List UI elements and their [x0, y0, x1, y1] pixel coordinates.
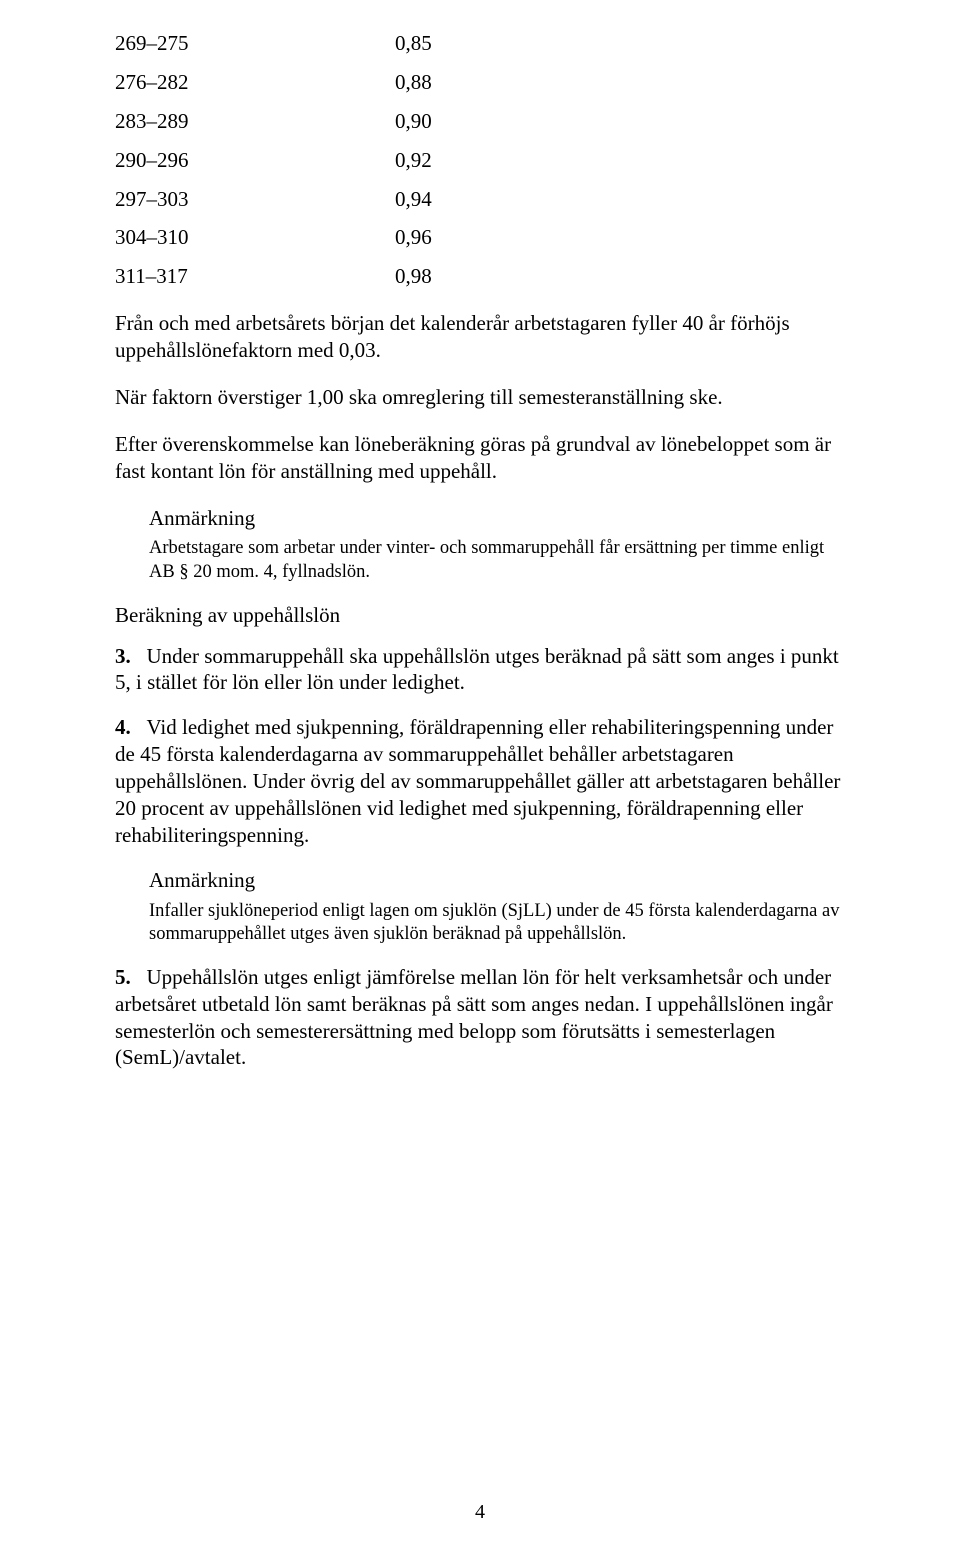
note-heading: Anmärkning	[149, 505, 845, 532]
range-cell: 290–296	[115, 147, 395, 174]
range-cell: 304–310	[115, 224, 395, 251]
table-row: 297–3030,94	[115, 186, 845, 213]
paragraph: När faktorn överstiger 1,00 ska omregler…	[115, 384, 845, 411]
note-body: Arbetstagare som arbetar under vinter- o…	[149, 537, 845, 583]
document-page: 269–2750,85276–2820,88283–2890,90290–296…	[0, 0, 960, 1548]
table-row: 283–2890,90	[115, 108, 845, 135]
item-number: 3.	[115, 644, 131, 668]
factor-table: 269–2750,85276–2820,88283–2890,90290–296…	[115, 30, 845, 290]
paragraph: Efter överenskommelse kan löneberäkning …	[115, 431, 845, 485]
item-text: Under sommaruppehåll ska uppehållslön ut…	[115, 644, 839, 695]
value-cell: 0,94	[395, 186, 595, 213]
value-cell: 0,98	[395, 263, 595, 290]
table-row: 311–3170,98	[115, 263, 845, 290]
range-cell: 311–317	[115, 263, 395, 290]
value-cell: 0,85	[395, 30, 595, 57]
range-cell: 283–289	[115, 108, 395, 135]
note-block: Anmärkning Arbetstagare som arbetar unde…	[149, 505, 845, 584]
range-cell: 269–275	[115, 30, 395, 57]
table-row: 304–3100,96	[115, 224, 845, 251]
value-cell: 0,92	[395, 147, 595, 174]
value-cell: 0,90	[395, 108, 595, 135]
note-body: Infaller sjuklöneperiod enligt lagen om …	[149, 900, 845, 946]
item-text: Vid ledighet med sjukpenning, föräldrape…	[115, 715, 840, 847]
paragraph: Från och med arbetsårets början det kale…	[115, 310, 845, 364]
item-number: 4.	[115, 715, 131, 739]
table-row: 276–2820,88	[115, 69, 845, 96]
numbered-paragraph: 4. Vid ledighet med sjukpenning, föräldr…	[115, 714, 845, 848]
item-number: 5.	[115, 965, 131, 989]
range-cell: 297–303	[115, 186, 395, 213]
note-heading: Anmärkning	[149, 867, 845, 894]
page-number: 4	[0, 1500, 960, 1526]
value-cell: 0,88	[395, 69, 595, 96]
section-heading: Beräkning av uppehållslön	[115, 602, 845, 629]
table-row: 290–2960,92	[115, 147, 845, 174]
value-cell: 0,96	[395, 224, 595, 251]
table-row: 269–2750,85	[115, 30, 845, 57]
note-block: Anmärkning Infaller sjuklöneperiod enlig…	[149, 867, 845, 946]
item-text: Uppehållslön utges enligt jämförelse mel…	[115, 965, 833, 1070]
numbered-paragraph: 5. Uppehållslön utges enligt jämförelse …	[115, 964, 845, 1072]
numbered-paragraph: 3. Under sommaruppehåll ska uppehållslön…	[115, 643, 845, 697]
range-cell: 276–282	[115, 69, 395, 96]
